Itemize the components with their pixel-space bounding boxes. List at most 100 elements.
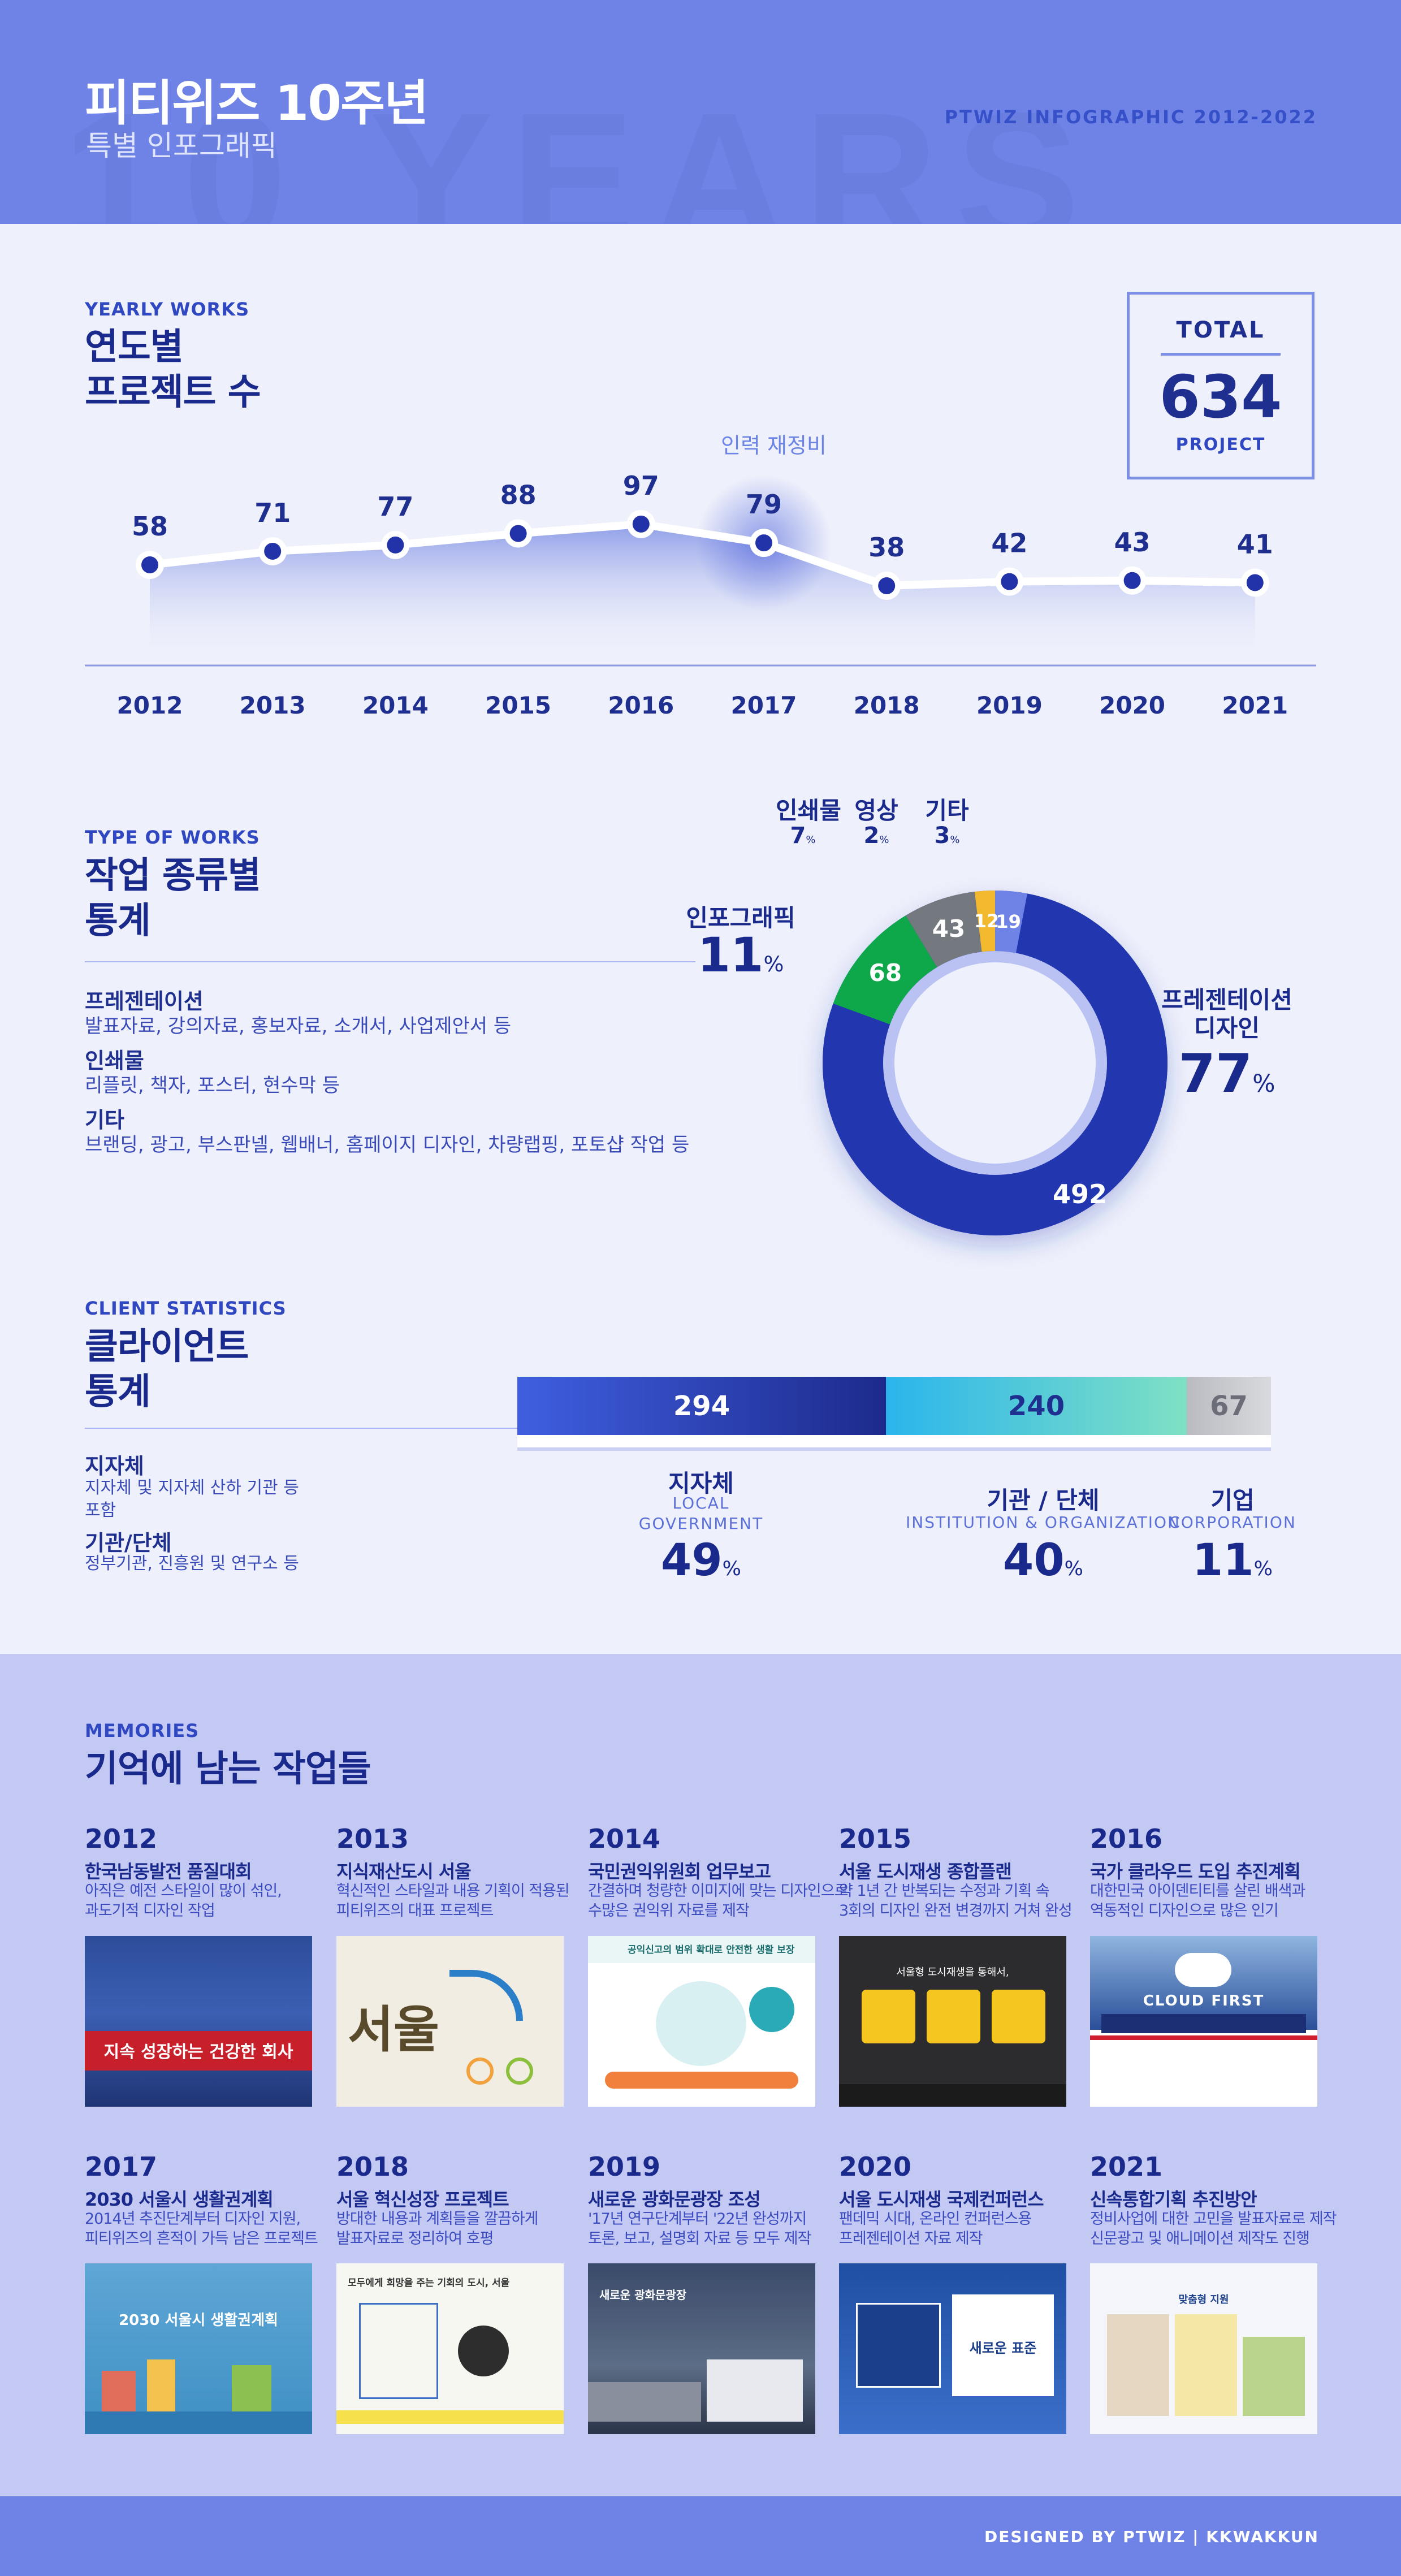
memory-thumbnail: 공익신고의 범위 확대로 안전한 생활 보장 (588, 1936, 815, 2107)
memory-desc-1: 팬데믹 시대, 온라인 컨퍼런스용 (839, 2210, 1032, 2228)
pct-video: 2% (863, 823, 889, 849)
client-bar-institution: 240 (886, 1377, 1187, 1436)
types-title-2: 통계 (85, 900, 151, 942)
label-infographic: 인포그래픽 (686, 904, 795, 932)
donut-slice-etc (995, 891, 1028, 953)
client-desc-local-head: 지자체 (85, 1454, 144, 1479)
donut-slice-presentation (823, 893, 1168, 1235)
data-label: 79 (746, 489, 782, 520)
memory-thumbnail: 새로운 표준 (839, 2263, 1066, 2434)
memory-year: 2021 (1090, 2151, 1163, 2182)
memory-year: 2016 (1090, 1823, 1163, 1854)
memory-desc-2: 피티위즈의 흔적이 가득 남은 프로젝트 (85, 2230, 318, 2247)
memory-year: 2018 (336, 2151, 409, 2182)
data-point (264, 542, 282, 560)
memory-thumbnail: CLOUD FIRST (1090, 1936, 1317, 2107)
memory-thumbnail: 서울형 도시재생을 통해서, (839, 1936, 1066, 2107)
total-label: TOTAL (1176, 317, 1265, 343)
memory-desc-1: '17년 연구단계부터 '22년 완성까지 (588, 2210, 807, 2228)
client-local-en-1: LOCAL (672, 1494, 730, 1512)
data-point (141, 556, 158, 573)
pct-infographic: 11% (697, 927, 784, 983)
memory-thumbnail: 맞춤형 지원 (1090, 2263, 1317, 2434)
data-label: 43 (1114, 527, 1151, 557)
x-tick-label: 2012 (117, 691, 183, 719)
desc-print-text: 리플릿, 책자, 포스터, 현수막 등 (85, 1074, 340, 1097)
clients-title-2: 통계 (85, 1371, 151, 1413)
memory-year: 2015 (839, 1823, 912, 1854)
page-title: 피티위즈 10주년 (85, 75, 429, 132)
memory-desc-1: 혁신적인 스타일과 내용 기획이 적용된 (336, 1882, 570, 1900)
total-value: 634 (1159, 362, 1282, 431)
memory-desc-2: 프레젠테이션 자료 제작 (839, 2230, 983, 2247)
client-bar-local: 294 (517, 1377, 886, 1436)
total-divider (1161, 353, 1281, 356)
types-divider (85, 961, 695, 962)
data-label: 71 (254, 498, 291, 528)
thumbnail-caption: 공익신고의 범위 확대로 안전한 생활 보장 (628, 1944, 795, 1956)
data-label: 38 (868, 532, 905, 563)
x-tick-label: 2014 (362, 691, 429, 719)
client-desc-inst-head: 기관/단체 (85, 1531, 172, 1555)
memory-thumbnail: 새로운 광화문광장 (588, 2263, 815, 2434)
yearly-title-1: 연도별 (85, 326, 184, 368)
line-area (150, 524, 1255, 662)
memory-desc-1: 아직은 예전 스타일이 많이 섞인, (85, 1882, 282, 1900)
memory-desc-2: 발표자료로 정리하여 호평 (336, 2230, 494, 2247)
pct-print: 7% (790, 823, 816, 849)
memory-desc-2: 수많은 권익위 자료를 제작 (588, 1902, 750, 1920)
yearly-line-chart: 58 2012 71 2013 77 2014 88 2015 97 2016 79 2017 38 20… (85, 470, 1316, 719)
client-desc-local-text-1: 지자체 및 지자체 산하 기관 등 (85, 1478, 299, 1498)
data-label: 77 (377, 491, 413, 522)
x-tick-label: 2021 (1222, 691, 1288, 719)
desc-etc-head: 기타 (85, 1108, 124, 1133)
thumbnail-caption: 새로운 표준 (969, 2340, 1037, 2356)
memory-desc-1: 대한민국 아이덴티티를 살린 배색과 (1090, 1882, 1305, 1900)
thumbnail-caption: 서울형 도시재생을 통해서, (896, 1966, 1009, 1978)
x-tick-label: 2017 (731, 691, 797, 719)
donut-slice-video (974, 891, 995, 952)
label-etc: 기타 (925, 797, 969, 824)
client-inst-pct: 40% (1003, 1535, 1083, 1586)
yearly-eyebrow: YEARLY WORKS (85, 299, 250, 320)
types-eyebrow: TYPE OF WORKS (85, 827, 260, 848)
thumbnail-caption: 서울 (348, 2000, 439, 2059)
memory-desc-1: 2014년 추진단계부터 디자인 지원, (85, 2210, 301, 2228)
thumbnail-caption: CLOUD FIRST (1143, 1992, 1265, 2009)
memory-desc-2: 신문광고 및 애니메이션 제작도 진행 (1090, 2230, 1310, 2247)
x-tick-label: 2020 (1099, 691, 1165, 719)
data-label: 42 (991, 528, 1027, 559)
data-label: 97 (623, 470, 659, 501)
x-tick-label: 2018 (854, 691, 920, 719)
memory-desc-2: 3회의 디자인 완전 변경까지 거쳐 완성 (839, 1902, 1073, 1920)
donut-value-label: 12 (974, 910, 1000, 932)
memory-desc-1: 방대한 내용과 계획들을 깔끔하게 (336, 2210, 539, 2228)
memory-desc-2: 역동적인 디자인으로 많은 인기 (1090, 1902, 1279, 1920)
memory-year: 2019 (588, 2151, 661, 2182)
page-footer: DESIGNED BY PTWIZ | KKWAKKUN (0, 2496, 1401, 2576)
donut-value-label: 68 (869, 959, 902, 987)
memory-year: 2017 (85, 2151, 158, 2182)
donut-value-label: 19 (996, 911, 1021, 932)
thumbnail-caption: 지속 성장하는 건강한 회사 (103, 2042, 293, 2062)
total-projects-box: TOTAL 634 PROJECT (1127, 292, 1314, 479)
memory-desc-1: 간결하며 청량한 이미지에 맞는 디자인으로 (588, 1882, 848, 1900)
memory-name: 한국남동발전 품질대회 (85, 1861, 252, 1882)
desc-presentation-text: 발표자료, 강의자료, 홍보자료, 소개서, 사업제안서 등 (85, 1015, 512, 1038)
donut-slice-print (905, 892, 982, 967)
pct-presentation: 77% (1178, 1043, 1275, 1105)
memory-desc-2: 과도기적 디자인 작업 (85, 1902, 215, 1920)
data-point (1001, 573, 1018, 590)
label-video: 영상 (854, 797, 898, 824)
thumbnail-caption: 새로운 광화문광장 (599, 2288, 687, 2302)
series-line (149, 520, 1255, 590)
memories-title: 기억에 남는 작업들 (85, 1748, 371, 1790)
donut-hole (894, 962, 1096, 1164)
client-corp-pct: 11% (1192, 1535, 1273, 1586)
desc-print-head: 인쇄물 (85, 1048, 144, 1073)
data-point (755, 534, 772, 552)
data-label: 41 (1237, 529, 1273, 559)
x-tick-label: 2015 (485, 691, 551, 719)
total-unit: PROJECT (1175, 435, 1266, 455)
memories-eyebrow: MEMORIES (85, 1720, 200, 1741)
